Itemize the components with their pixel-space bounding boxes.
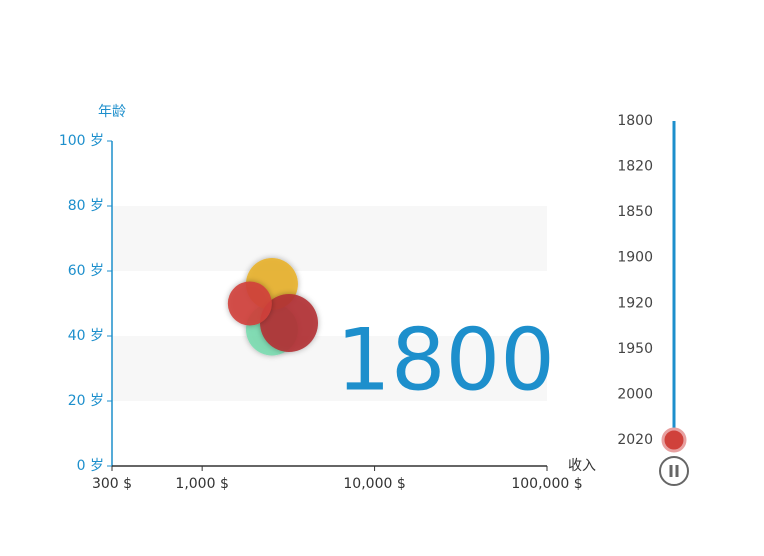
timeline-label[interactable]: 2020: [617, 432, 653, 448]
timeline-label[interactable]: 2000: [617, 386, 653, 402]
pause-bar: [669, 465, 673, 477]
timeline-label[interactable]: 1920: [617, 295, 653, 311]
bubble: [260, 294, 319, 352]
timeline-label[interactable]: 1820: [617, 159, 653, 175]
x-tick-label: 10,000 $: [343, 476, 405, 492]
bubble: [227, 281, 272, 326]
timeline-label[interactable]: 1800: [617, 113, 653, 129]
split-area: [112, 206, 547, 271]
play-circle[interactable]: [659, 456, 689, 486]
x-tick-label: 300 $: [92, 476, 132, 492]
play-button[interactable]: [659, 456, 689, 486]
y-tick-label: 100 岁: [59, 133, 104, 149]
y-tick-label: 60 岁: [68, 263, 104, 279]
x-axis-name: 收入: [568, 458, 596, 474]
timeline-label[interactable]: 1950: [617, 341, 653, 357]
y-tick-label: 20 岁: [68, 393, 104, 409]
timeline-handle[interactable]: [661, 427, 687, 453]
y-tick-label: 40 岁: [68, 328, 104, 344]
y-tick-label: 80 岁: [68, 198, 104, 214]
y-axis-name: 年龄: [98, 104, 126, 120]
split-area: [112, 336, 547, 401]
x-tick-label: 1,000 $: [175, 476, 228, 492]
timeline-label[interactable]: 1850: [617, 204, 653, 220]
pause-bar: [675, 465, 679, 477]
year-watermark: 1800: [336, 310, 555, 410]
x-tick-label: 100,000 $: [511, 476, 582, 492]
timeline-label[interactable]: 1900: [617, 250, 653, 266]
y-tick-label: 0 岁: [77, 458, 104, 474]
